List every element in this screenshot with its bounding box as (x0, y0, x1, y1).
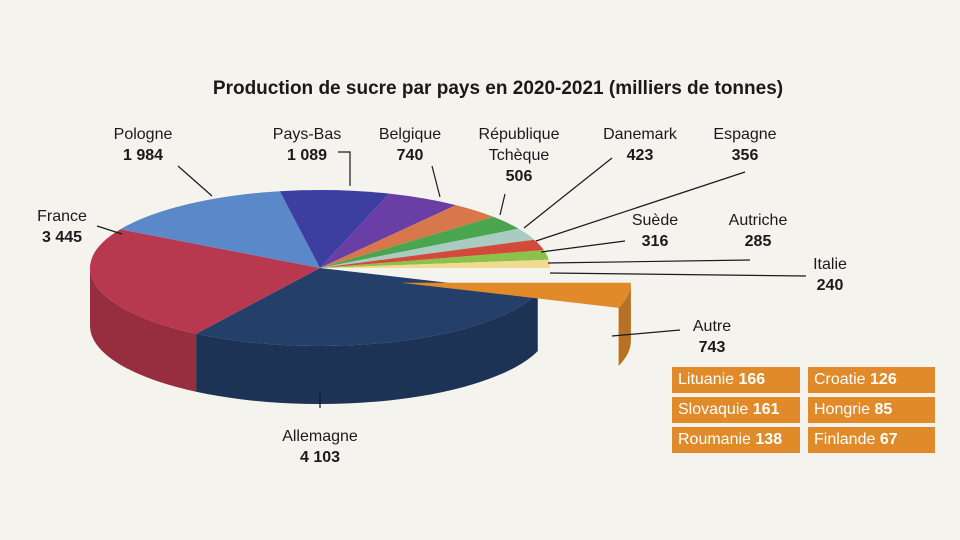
slice-label: Allemagne 4 103 (250, 426, 390, 468)
leader-line (535, 171, 746, 242)
breakdown-item: Lituanie 166 (672, 367, 800, 393)
slice (279, 190, 390, 268)
leader-line (547, 259, 751, 264)
slice-label: Suède 316 (605, 210, 705, 252)
value-label: 1 089 (286, 147, 328, 164)
breakdown-item: Hongrie 85 (808, 397, 935, 423)
leader-line (611, 329, 681, 337)
breakdown-item: Finlande 67 (808, 427, 935, 453)
breakdown-name: Roumanie (678, 431, 751, 448)
category-label: Italie (813, 256, 847, 273)
breakdown-value: 138 (755, 431, 783, 448)
category-label: Suède (631, 212, 679, 229)
breakdown-item: Slovaquie 161 (672, 397, 800, 423)
category-label: France (37, 208, 87, 225)
slice-label: Pologne 1 984 (83, 124, 203, 166)
slice-label: Italie 240 (790, 254, 870, 296)
slice-side (196, 293, 538, 405)
slice-side (90, 268, 197, 392)
category-label: Espagne (713, 126, 777, 143)
slice (320, 239, 544, 268)
value-label: 423 (626, 147, 654, 164)
category-label: République Tchèque (478, 126, 560, 164)
category-label: Autre (692, 318, 732, 335)
leader-line (96, 225, 123, 235)
value-label: 3 445 (41, 229, 83, 246)
slice (120, 191, 321, 268)
value-label: 506 (505, 168, 533, 185)
leader-line (177, 165, 213, 197)
leader-line (431, 165, 441, 198)
slice (320, 259, 550, 268)
slice-label: Espagne 356 (685, 124, 805, 166)
breakdown-item: Croatie 126 (808, 367, 935, 393)
value-label: 356 (731, 147, 759, 164)
breakdown-value: 126 (870, 371, 897, 388)
slice-label: Pays-Bas 1 089 (247, 124, 367, 166)
value-label: 743 (698, 339, 726, 356)
slice-label: Belgique 740 (350, 124, 470, 166)
slice-side-shade (196, 293, 538, 405)
slice-side-shade (618, 282, 631, 366)
leader-line (338, 151, 351, 186)
slice (320, 216, 519, 268)
slice-label: Danemark 423 (580, 124, 700, 166)
slice-label: Autre 743 (652, 316, 772, 358)
breakdown-value: 166 (738, 371, 766, 388)
slice (320, 193, 456, 268)
slice (320, 205, 494, 268)
leader-line (499, 193, 506, 216)
breakdown-name: Lituanie (678, 371, 735, 388)
breakdown-name: Hongrie (814, 401, 871, 418)
slice (400, 282, 631, 308)
category-label: Belgique (378, 126, 442, 143)
value-label: 285 (744, 233, 772, 250)
value-label: 240 (816, 277, 844, 294)
breakdown-value: 161 (752, 401, 780, 418)
value-label: 4 103 (299, 449, 341, 466)
breakdown-value: 85 (874, 401, 893, 418)
breakdown-item: Roumanie 138 (672, 427, 800, 453)
slice-label: République Tchèque 506 (464, 124, 574, 187)
breakdown-name: Finlande (814, 431, 876, 448)
slice-side (618, 282, 631, 366)
leader-line (540, 240, 626, 253)
value-label: 740 (396, 147, 424, 164)
leader-line (549, 272, 807, 277)
breakdown-value: 67 (879, 431, 898, 448)
slice (320, 250, 549, 268)
breakdown-name: Croatie (814, 371, 866, 388)
chart-title: Production de sucre par pays en 2020-202… (212, 78, 784, 99)
category-label: Pays-Bas (272, 126, 342, 143)
value-label: 316 (641, 233, 669, 250)
slice (89, 229, 321, 334)
category-label: Autriche (728, 212, 788, 229)
slice (320, 228, 535, 268)
slice-side-shade (90, 268, 197, 392)
slice-label: France 3 445 (2, 206, 122, 248)
category-label: Danemark (603, 126, 677, 143)
value-label: 1 984 (122, 147, 164, 164)
category-label: Pologne (113, 126, 173, 143)
leader-line (523, 157, 613, 229)
category-label: Allemagne (282, 428, 358, 445)
breakdown-name: Slovaquie (678, 401, 749, 418)
slice-label: Autriche 285 (698, 210, 818, 252)
